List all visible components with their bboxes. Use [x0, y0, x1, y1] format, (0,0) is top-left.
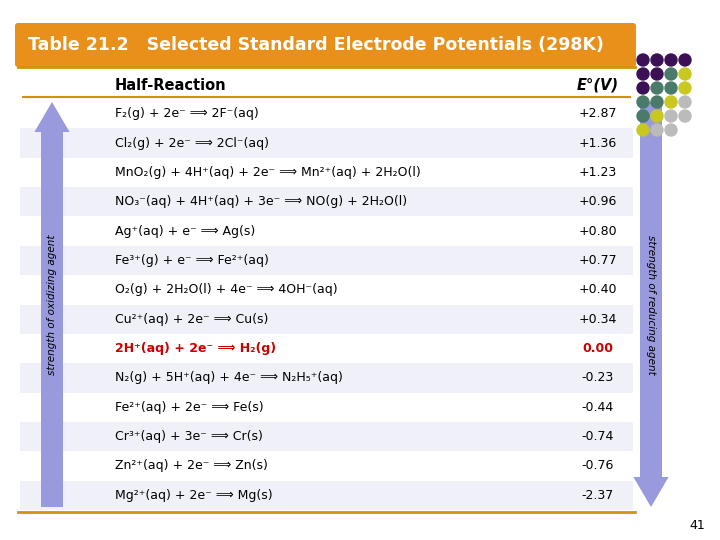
Text: +0.80: +0.80	[579, 225, 617, 238]
Text: NO₃⁻(aq) + 4H⁺(aq) + 3e⁻ ⟹ NO(g) + 2H₂O(l): NO₃⁻(aq) + 4H⁺(aq) + 3e⁻ ⟹ NO(g) + 2H₂O(…	[115, 195, 407, 208]
FancyArrow shape	[634, 102, 669, 507]
Text: Fe²⁺(aq) + 2e⁻ ⟹ Fe(s): Fe²⁺(aq) + 2e⁻ ⟹ Fe(s)	[115, 401, 264, 414]
Text: -2.37: -2.37	[582, 489, 614, 502]
Bar	[20, 217, 633, 246]
Bar	[20, 363, 633, 393]
Text: Cl₂(g) + 2e⁻ ⟹ 2Cl⁻(aq): Cl₂(g) + 2e⁻ ⟹ 2Cl⁻(aq)	[115, 137, 269, 150]
Text: +2.87: +2.87	[579, 107, 617, 120]
Bar	[20, 275, 633, 305]
Circle shape	[637, 124, 649, 136]
Text: -0.74: -0.74	[582, 430, 614, 443]
Circle shape	[665, 54, 677, 66]
Circle shape	[679, 82, 691, 94]
Bar	[20, 99, 633, 129]
Text: Mg²⁺(aq) + 2e⁻ ⟹ Mg(s): Mg²⁺(aq) + 2e⁻ ⟹ Mg(s)	[115, 489, 273, 502]
Circle shape	[665, 124, 677, 136]
Bar	[20, 393, 633, 422]
Text: Cr³⁺(aq) + 3e⁻ ⟹ Cr(s): Cr³⁺(aq) + 3e⁻ ⟹ Cr(s)	[115, 430, 263, 443]
Bar	[20, 246, 633, 275]
Text: N₂(g) + 5H⁺(aq) + 4e⁻ ⟹ N₂H₅⁺(aq): N₂(g) + 5H⁺(aq) + 4e⁻ ⟹ N₂H₅⁺(aq)	[115, 372, 343, 384]
Text: +1.36: +1.36	[579, 137, 617, 150]
Circle shape	[637, 68, 649, 80]
Text: -0.23: -0.23	[582, 372, 614, 384]
Circle shape	[637, 96, 649, 108]
Circle shape	[651, 54, 663, 66]
Circle shape	[665, 96, 677, 108]
Text: Zn²⁺(aq) + 2e⁻ ⟹ Zn(s): Zn²⁺(aq) + 2e⁻ ⟹ Zn(s)	[115, 460, 268, 472]
Circle shape	[679, 54, 691, 66]
Text: Table 21.2   Selected Standard Electrode Potentials (298K): Table 21.2 Selected Standard Electrode P…	[28, 36, 604, 54]
Bar	[20, 481, 633, 510]
Text: Cu²⁺(aq) + 2e⁻ ⟹ Cu(s): Cu²⁺(aq) + 2e⁻ ⟹ Cu(s)	[115, 313, 269, 326]
Text: -0.76: -0.76	[582, 460, 614, 472]
Circle shape	[679, 96, 691, 108]
Text: 2H⁺(aq) + 2e⁻ ⟹ H₂(g): 2H⁺(aq) + 2e⁻ ⟹ H₂(g)	[115, 342, 276, 355]
Bar	[20, 334, 633, 363]
Text: E°(V): E°(V)	[577, 78, 619, 92]
Text: Fe³⁺(g) + e⁻ ⟹ Fe²⁺(aq): Fe³⁺(g) + e⁻ ⟹ Fe²⁺(aq)	[115, 254, 269, 267]
Text: strength of reducing agent: strength of reducing agent	[646, 234, 656, 374]
Text: Ag⁺(aq) + e⁻ ⟹ Ag(s): Ag⁺(aq) + e⁻ ⟹ Ag(s)	[115, 225, 256, 238]
Circle shape	[637, 110, 649, 122]
Text: strength of oxidizing agent: strength of oxidizing agent	[47, 234, 57, 375]
Bar	[20, 451, 633, 481]
Bar	[20, 422, 633, 451]
Text: +0.40: +0.40	[579, 284, 617, 296]
Bar	[20, 187, 633, 217]
Bar	[20, 129, 633, 158]
Circle shape	[651, 82, 663, 94]
Circle shape	[679, 110, 691, 122]
Circle shape	[651, 124, 663, 136]
Bar	[20, 305, 633, 334]
Circle shape	[665, 110, 677, 122]
Circle shape	[637, 54, 649, 66]
Circle shape	[651, 110, 663, 122]
Text: +1.23: +1.23	[579, 166, 617, 179]
Text: 0.00: 0.00	[582, 342, 613, 355]
Circle shape	[651, 68, 663, 80]
Text: +0.77: +0.77	[579, 254, 617, 267]
Text: F₂(g) + 2e⁻ ⟹ 2F⁻(aq): F₂(g) + 2e⁻ ⟹ 2F⁻(aq)	[115, 107, 258, 120]
Circle shape	[679, 68, 691, 80]
Text: Half-Reaction: Half-Reaction	[115, 78, 227, 92]
Text: MnO₂(g) + 4H⁺(aq) + 2e⁻ ⟹ Mn²⁺(aq) + 2H₂O(l): MnO₂(g) + 4H⁺(aq) + 2e⁻ ⟹ Mn²⁺(aq) + 2H₂…	[115, 166, 420, 179]
FancyBboxPatch shape	[15, 23, 636, 67]
FancyArrow shape	[35, 102, 70, 507]
Circle shape	[665, 68, 677, 80]
Text: O₂(g) + 2H₂O(l) + 4e⁻ ⟹ 4OH⁻(aq): O₂(g) + 2H₂O(l) + 4e⁻ ⟹ 4OH⁻(aq)	[115, 284, 338, 296]
Text: +0.96: +0.96	[579, 195, 617, 208]
Circle shape	[651, 96, 663, 108]
Circle shape	[665, 82, 677, 94]
Text: -0.44: -0.44	[582, 401, 614, 414]
Text: +0.34: +0.34	[579, 313, 617, 326]
Bar	[18, 67, 635, 512]
Text: 41: 41	[689, 519, 705, 532]
Circle shape	[637, 82, 649, 94]
Bar	[20, 158, 633, 187]
